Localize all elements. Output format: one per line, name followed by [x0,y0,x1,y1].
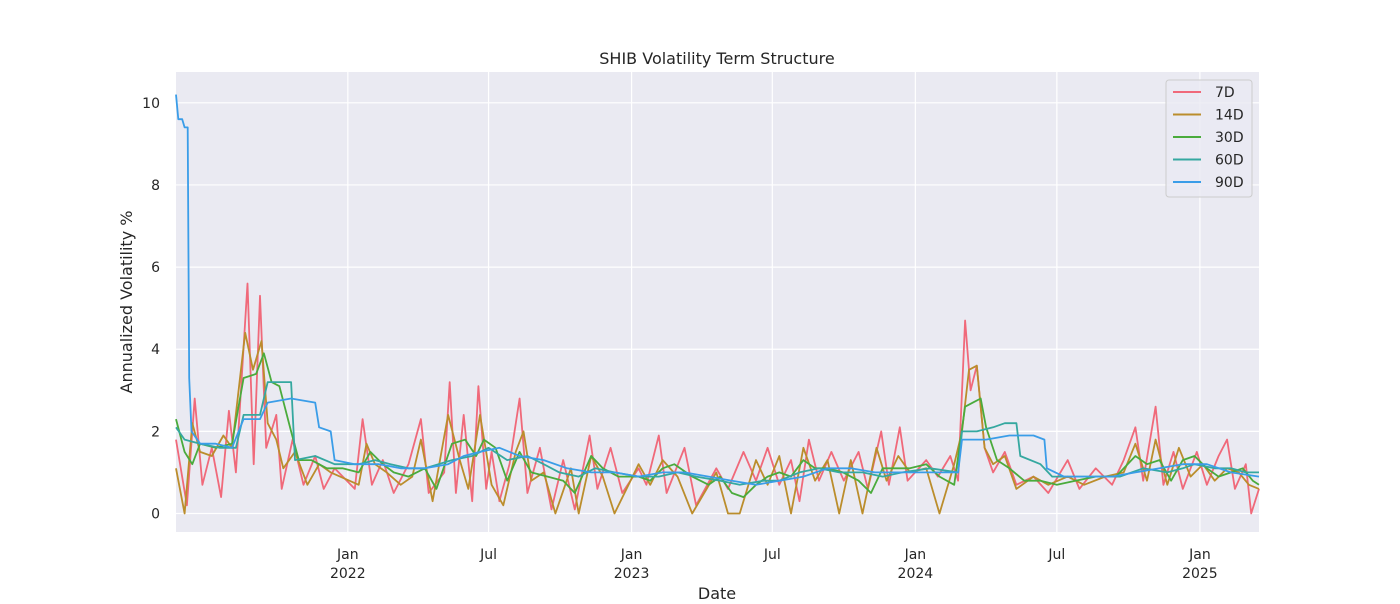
series-line-30d [175,352,1260,498]
legend-label-60d: 60D [1215,153,1244,169]
legend-frame [1165,79,1253,198]
x-tick-label: Jan [1188,547,1211,563]
x-tick-label: Jan [620,547,643,563]
plot-area [176,72,1259,532]
legend-label-90d: 90D [1215,175,1244,191]
series-line-90d [175,94,1260,486]
y-tick-label: 4 [151,342,160,358]
legend-label-14d: 14D [1215,108,1244,124]
x-tick-year-label: 2022 [330,566,366,582]
legend: 7D 14D 30D 60D 90D [1165,79,1253,198]
x-tick-label: Jan [904,547,927,563]
y-tick-label: 0 [151,507,160,523]
y-tick-label: 6 [151,260,160,276]
y-tick-label: 2 [151,424,160,440]
x-tick-label: Jul [1047,547,1065,563]
x-axis-label: Date [698,584,736,600]
series-line-7d [175,282,1260,515]
x-tick-year-label: 2025 [1182,566,1218,582]
x-tick-label: Jan [336,547,359,563]
x-tick-label: Jul [479,547,497,563]
y-axis-label: Annualized Volatility % [117,211,136,394]
y-tick-label: 10 [142,96,160,112]
x-tick-year-label: 2024 [898,566,934,582]
chart-title: SHIB Volatility Term Structure [599,49,834,68]
x-tick-label: Jul [763,547,781,563]
legend-label-30d: 30D [1215,130,1244,146]
grid-layer [176,72,1259,532]
x-tick-year-label: 2023 [614,566,650,582]
legend-label-7d: 7D [1215,85,1235,101]
tick-layer: 0 2 4 6 8 10 Jan 2022 Jul Jan 2023 Jul Jan 2024 Jul Jan… [142,96,1218,582]
y-tick-label: 8 [151,178,160,194]
series-layer [175,94,1260,515]
